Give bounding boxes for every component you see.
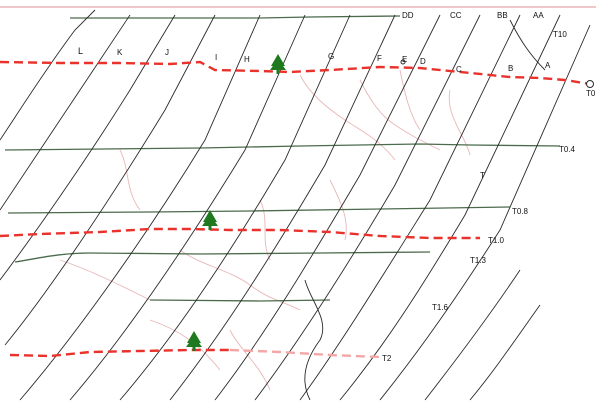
route-label-L: L (78, 46, 83, 56)
trail-bottom (9, 348, 230, 358)
route-labels: L K J I H G F E D C B A (78, 46, 551, 74)
contour-t10 (70, 15, 401, 19)
tree-icon (270, 54, 286, 74)
stream-lines (59, 69, 471, 391)
level-label-T08: T0.8 (512, 207, 529, 216)
top-labels: DD CC BB AA (402, 11, 544, 20)
top-label-BB: BB (497, 11, 508, 20)
trail-bottom-faint (229, 348, 381, 359)
route-label-G: G (328, 52, 334, 61)
route-label-H: H (244, 55, 250, 64)
route-label-F: F (377, 54, 382, 63)
level-label-T16: T1.6 (432, 303, 449, 312)
trail-top (0, 60, 591, 86)
route-label-A: A (545, 61, 551, 70)
top-label-AA: AA (533, 11, 544, 20)
level-label-T13: T1.3 (470, 256, 487, 265)
trails (0, 60, 591, 359)
level-label-T10: T10 (553, 30, 567, 39)
route-label-D: D (420, 57, 426, 66)
contour-t13 (14, 251, 431, 263)
level-label-T0: T0 (586, 89, 596, 98)
horizontal-contours (4, 15, 561, 302)
route-label-C: C (456, 65, 462, 74)
route-label-B: B (508, 64, 513, 73)
level-label-T10b: T1.0 (488, 236, 505, 245)
circle-marker-icon (400, 59, 406, 65)
level-label-T-small: T (480, 171, 485, 180)
top-label-DD: DD (402, 11, 414, 20)
tree-icon (202, 210, 218, 230)
level-labels: T10 T0 T0.4 T0.8 T1.0 T1.3 T1.6 T2 T (382, 30, 596, 363)
top-label-CC: CC (450, 11, 462, 20)
circle-marker-icon (586, 80, 594, 88)
route-label-J: J (165, 48, 169, 57)
contour-t08 (7, 206, 511, 214)
route-label-I: I (215, 53, 217, 62)
contour-t04 (4, 143, 561, 151)
trail-middle (0, 227, 480, 240)
route-label-K: K (117, 48, 123, 57)
contour-t16 (149, 299, 331, 302)
diagonal-grid (0, 9, 591, 401)
level-label-T2: T2 (382, 354, 392, 363)
level-label-T04: T0.4 (559, 145, 576, 154)
point-markers (400, 59, 594, 88)
tree-icons (186, 54, 286, 351)
route-label-E: E (402, 55, 407, 64)
tree-icon (186, 331, 202, 351)
